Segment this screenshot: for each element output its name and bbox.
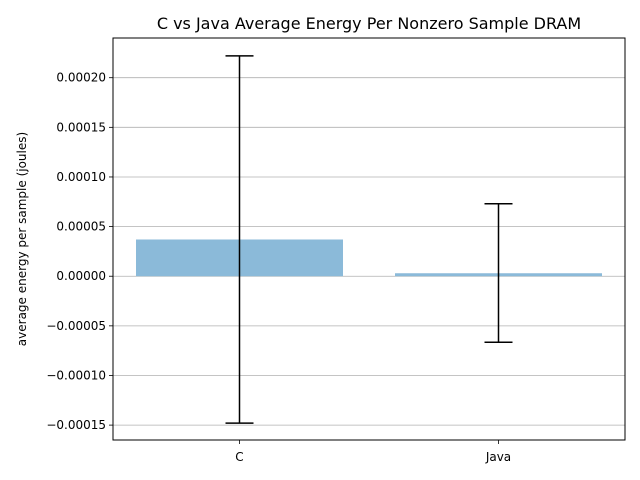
- y-tick-label: −0.00015: [46, 418, 106, 432]
- error-bars: [225, 55, 513, 424]
- y-axis-ticks: −0.00015 −0.00010 −0.00005 0.00000 0.00005 0.…: [46, 71, 113, 432]
- y-tick-label: −0.00005: [46, 319, 106, 333]
- x-axis-ticks: C Java: [235, 440, 511, 464]
- y-tick-label: 0.00015: [56, 120, 106, 134]
- y-tick-label: −0.00010: [46, 368, 106, 382]
- y-tick-label: 0.00005: [56, 220, 106, 234]
- y-tick-label: 0.00000: [56, 269, 106, 283]
- x-tick-label: Java: [485, 450, 511, 464]
- y-axis-label: average energy per sample (joules): [15, 132, 29, 346]
- x-tick-label: C: [235, 450, 243, 464]
- bars: [136, 239, 602, 277]
- chart-title: C vs Java Average Energy Per Nonzero Sam…: [157, 14, 581, 33]
- plot-frame: [112, 37, 626, 441]
- y-tick-label: 0.00020: [56, 71, 106, 85]
- y-tick-label: 0.00010: [56, 170, 106, 184]
